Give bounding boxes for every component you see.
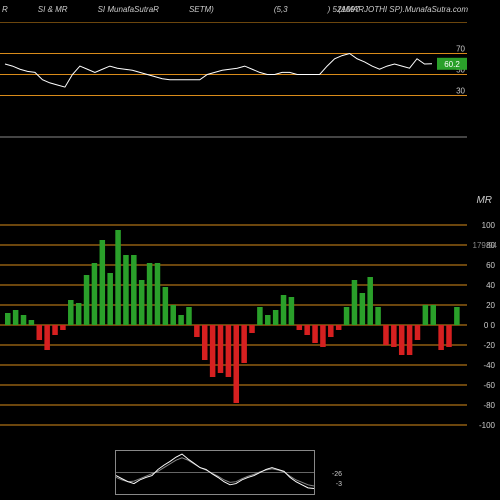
bottom-label-1: -26 — [332, 471, 342, 478]
svg-text:-100: -100 — [479, 421, 496, 430]
svg-text:179.94: 179.94 — [473, 241, 498, 250]
svg-text:60.2: 60.2 — [444, 60, 460, 69]
header-r: R — [2, 5, 8, 14]
svg-text:100: 100 — [482, 221, 496, 230]
svg-text:20: 20 — [486, 301, 495, 310]
bottom-label-2: -3 — [336, 481, 342, 488]
rsi-chart: 30507010060.2 — [0, 22, 467, 127]
rsi-panel: 30507010060.2 — [0, 22, 467, 127]
svg-text:70: 70 — [456, 45, 465, 54]
mfi-title: MR — [476, 195, 492, 206]
mfi-panel: MR -100-80-60-40-200 020406080100179.94 — [0, 135, 467, 435]
svg-text:0 0: 0 0 — [484, 321, 496, 330]
header: R SI & MR SI MunafaSutraR SETM) (5,3 ) 5… — [0, 0, 500, 18]
header-setm: SETM) — [189, 5, 214, 14]
svg-text:60: 60 — [486, 261, 495, 270]
svg-text:-80: -80 — [483, 401, 495, 410]
header-munafa: SI MunafaSutraR — [98, 5, 159, 14]
svg-text:40: 40 — [486, 281, 495, 290]
header-r53: (5,3 — [274, 5, 288, 14]
bottom-chart — [116, 451, 314, 494]
header-ticker: (AMARJOTHI SP).MunafaSutra.com — [338, 5, 468, 14]
svg-text:30: 30 — [456, 87, 465, 96]
header-si-mfi: SI & MR — [38, 5, 68, 14]
bottom-panel: -26 -3 — [115, 450, 315, 495]
svg-text:-40: -40 — [483, 361, 495, 370]
mfi-chart: -100-80-60-40-200 020406080100179.94 — [0, 135, 467, 435]
svg-text:-20: -20 — [483, 341, 495, 350]
svg-text:-60: -60 — [483, 381, 495, 390]
